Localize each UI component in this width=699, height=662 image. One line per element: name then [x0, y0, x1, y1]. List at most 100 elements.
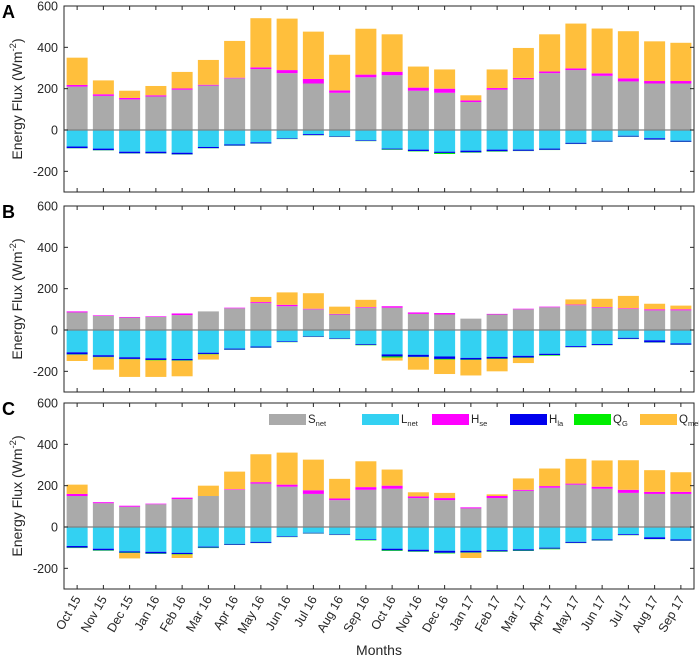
bar-qmelt-20	[591, 28, 613, 74]
bar-lnet-11	[355, 527, 377, 540]
bar-snet-6	[224, 308, 246, 330]
bar-hse-14	[434, 88, 456, 93]
bar-qmelt-13	[407, 492, 429, 497]
bar-qmelt-5	[197, 59, 219, 85]
bar-hse-9	[302, 490, 324, 494]
bar-hse-20	[591, 486, 613, 489]
bar-snet-10	[329, 92, 351, 130]
bar-hla-7	[250, 142, 272, 144]
bar-lnet-19	[565, 130, 587, 143]
bar-hse-2	[119, 97, 141, 100]
y-tick-label: 200	[37, 479, 58, 493]
bar-hla-20	[591, 140, 613, 142]
x-tick-label: Mar 17	[498, 593, 530, 634]
bar-qmelt-neg-13	[407, 357, 429, 370]
bar-hla-9	[302, 336, 324, 337]
bar-snet-7	[250, 69, 272, 130]
bar-snet-0	[66, 86, 88, 130]
bar-hla-23	[670, 140, 692, 142]
bar-hse-6	[224, 307, 246, 309]
bar-hla-16	[486, 356, 508, 359]
bar-snet-11	[355, 489, 377, 527]
bar-snet-21	[617, 308, 639, 330]
bar-qmelt-neg-15	[460, 552, 482, 558]
bar-hla-22	[644, 340, 666, 343]
x-tick-label: Sep 16	[341, 593, 373, 634]
bar-hla-17	[512, 549, 534, 551]
bar-hse-13	[407, 496, 429, 499]
bar-hse-10	[329, 498, 351, 501]
bar-hla-10	[329, 136, 351, 137]
y-tick-label: -200	[33, 165, 58, 179]
bar-hse-12	[381, 71, 403, 76]
bar-hla-4	[171, 552, 193, 555]
bar-hla-7	[250, 346, 272, 348]
y-axis-label: Energy Flux (Wm-2)	[8, 38, 25, 159]
bar-hla-8	[276, 138, 298, 139]
bar-hla-5	[197, 546, 219, 548]
bar-qg-18	[539, 355, 561, 356]
bar-lnet-0	[66, 130, 88, 147]
bar-hla-6	[224, 144, 246, 146]
bar-hse-10	[329, 90, 351, 93]
bar-lnet-5	[197, 330, 219, 353]
bar-snet-22	[644, 493, 666, 527]
bar-hla-3	[145, 358, 167, 360]
bar-qmelt-16	[486, 494, 508, 496]
bar-lnet-2	[119, 130, 141, 152]
bar-hla-11	[355, 344, 377, 345]
bar-qmelt-neg-15	[460, 359, 482, 376]
bar-hla-2	[119, 551, 141, 553]
bar-qmelt-23	[670, 472, 692, 492]
bar-qmelt-neg-12	[381, 357, 403, 361]
bar-hla-15	[460, 357, 482, 360]
bar-snet-17	[512, 490, 534, 527]
bar-lnet-1	[92, 527, 114, 549]
bar-qmelt-23	[670, 305, 692, 310]
bar-hla-23	[670, 343, 692, 345]
bar-lnet-4	[171, 527, 193, 553]
bar-snet-23	[670, 310, 692, 330]
y-tick-label: 600	[37, 200, 58, 214]
bar-lnet-9	[302, 527, 324, 533]
bar-qmelt-6	[224, 40, 246, 78]
bar-hla-4	[171, 152, 193, 155]
legend-item-snet: Snet	[269, 414, 327, 428]
bar-hse-11	[355, 487, 377, 490]
bar-hla-3	[145, 151, 167, 154]
bar-snet-16	[486, 498, 508, 527]
legend-label: Lnet	[401, 414, 419, 428]
bar-qmelt-neg-16	[486, 358, 508, 372]
bar-snet-2	[119, 317, 141, 330]
bar-lnet-15	[460, 527, 482, 551]
bar-qmelt-neg-14	[434, 359, 456, 375]
bar-hla-16	[486, 550, 508, 552]
bar-lnet-18	[539, 527, 561, 548]
bar-lnet-19	[565, 527, 587, 542]
bar-hse-2	[119, 316, 141, 318]
bar-hse-14	[434, 313, 456, 315]
bar-qmelt-19	[565, 299, 587, 305]
bar-snet-12	[381, 307, 403, 330]
bar-hse-23	[670, 491, 692, 494]
bar-lnet-16	[486, 130, 508, 150]
bar-lnet-15	[460, 130, 482, 151]
bar-qmelt-9	[302, 459, 324, 491]
bar-hse-11	[355, 74, 377, 78]
bar-qg-14	[434, 552, 456, 554]
bar-snet-8	[276, 486, 298, 527]
bar-hla-9	[302, 532, 324, 534]
bar-snet-2	[119, 506, 141, 527]
bar-snet-14	[434, 500, 456, 527]
bar-hla-1	[92, 355, 114, 357]
bar-lnet-3	[145, 330, 167, 359]
bar-snet-1	[92, 95, 114, 130]
bar-qmelt-17	[512, 47, 534, 78]
bar-snet-13	[407, 313, 429, 330]
bar-qmelt-14	[434, 69, 456, 89]
panel-label: A	[2, 2, 15, 22]
bar-hse-2	[119, 505, 141, 507]
bars	[66, 292, 692, 377]
bar-lnet-16	[486, 330, 508, 357]
y-tick-label: 400	[37, 438, 58, 452]
